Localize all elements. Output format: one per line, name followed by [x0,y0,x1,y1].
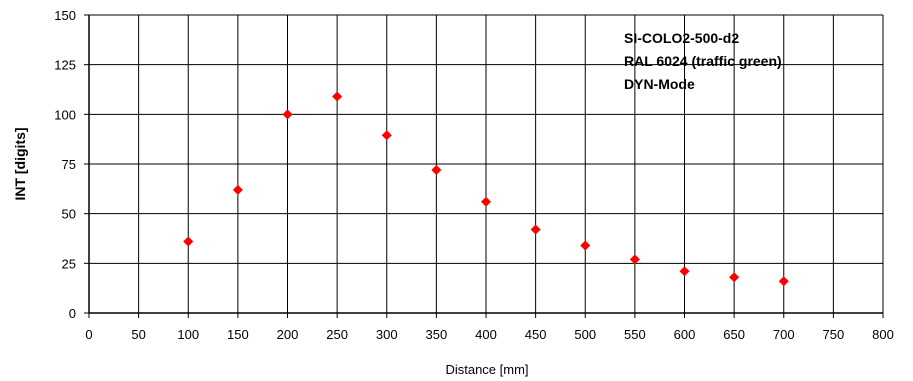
y-tick-label: 25 [62,256,76,271]
data-point [530,224,541,235]
data-point [778,276,789,287]
data-point [679,266,690,277]
data-point [232,184,243,195]
data-point [629,254,640,265]
data-point [431,164,442,175]
x-tick-label: 150 [227,327,249,342]
y-tick-label: 125 [54,58,76,73]
data-point [381,130,392,141]
x-tick-label: 200 [277,327,299,342]
data-point [282,109,293,120]
data-point [183,236,194,247]
y-tick-label: 100 [54,107,76,122]
x-tick-label: 650 [723,327,745,342]
grid [89,14,884,313]
chart-annotation: SI-COLO2-500-d2 RAL 6024 (traffic green)… [624,30,782,92]
x-tick-label: 400 [475,327,497,342]
annotation-line-1: SI-COLO2-500-d2 [624,30,739,46]
x-tick-label: 800 [872,327,894,342]
x-tick-label: 250 [326,327,348,342]
x-axis-title: Distance [mm] [445,362,528,377]
x-tick-label: 450 [525,327,547,342]
y-axis-title: INT [digits] [12,127,28,200]
annotation-line-3: DYN-Mode [624,76,695,92]
x-tick-label: 100 [177,327,199,342]
x-tick-label: 700 [773,327,795,342]
x-tick-label: 550 [624,327,646,342]
annotation-line-2: RAL 6024 (traffic green) [624,53,782,69]
x-tick-labels: 0 50 100 150 200 250 300 350 400 450 500 550 600 650 7… [85,327,893,342]
y-tick-label: 150 [54,8,76,23]
x-tick-label: 50 [131,327,145,342]
x-tick-label: 600 [674,327,696,342]
data-point [729,272,740,283]
data-point [332,91,343,102]
y-tick-label: 0 [69,306,76,321]
axes [84,14,884,318]
data-points [183,91,789,287]
x-tick-label: 0 [85,327,92,342]
data-point [580,240,591,251]
y-tick-label: 50 [62,207,76,222]
x-tick-label: 350 [426,327,448,342]
data-point [481,196,491,207]
y-tick-label: 75 [62,157,76,172]
x-tick-label: 750 [823,327,845,342]
y-tick-labels: 0 25 50 75 100 125 150 [54,8,76,321]
x-tick-label: 300 [376,327,398,342]
x-tick-label: 500 [574,327,596,342]
